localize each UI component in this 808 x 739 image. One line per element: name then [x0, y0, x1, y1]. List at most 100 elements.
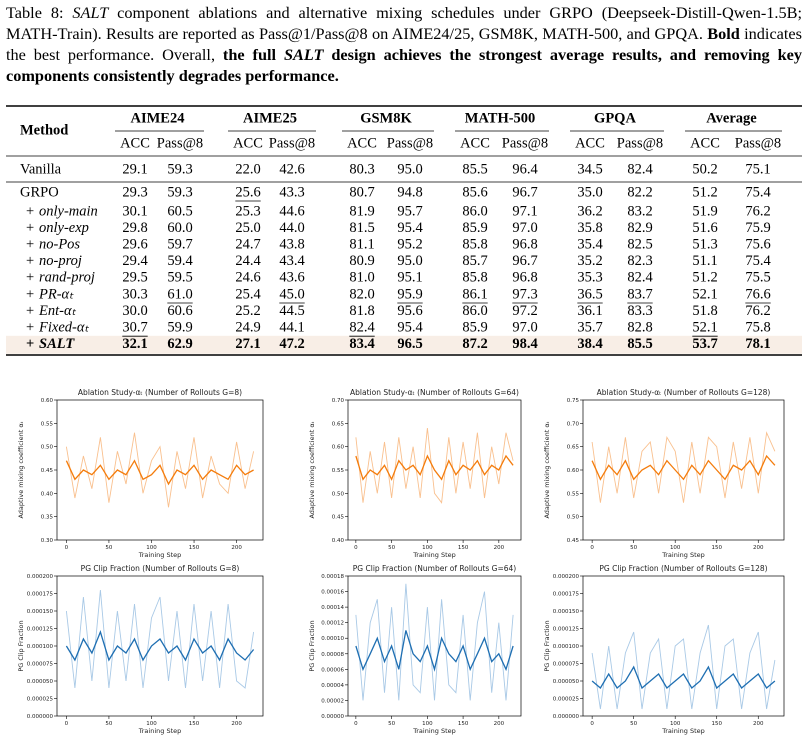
cell: 62.9: [167, 336, 192, 352]
cell: 81.8: [349, 303, 374, 319]
cell: 24.7: [235, 237, 260, 253]
chart-title: PG Clip Fraction (Number of Rollouts G=1…: [599, 564, 767, 573]
y-tick-label: 0.55: [41, 421, 54, 427]
y-axis-label: Adaptive mixing coefficient αₜ: [543, 421, 551, 518]
method-prefix: +: [26, 253, 34, 269]
cell: 85.9: [462, 320, 487, 336]
cell: 43.8: [279, 237, 304, 253]
x-tick-label: 200: [753, 545, 764, 551]
cell: 82.2: [627, 184, 652, 200]
cell: 82.9: [627, 220, 652, 236]
chart-title: PG Clip Fraction (Number of Rollouts G=8…: [81, 564, 240, 573]
method-prefix: +: [26, 286, 34, 302]
cell: 44.1: [279, 320, 304, 336]
y-tick-label: 0.00004: [321, 683, 344, 689]
y-tick-label: 0.000150: [553, 609, 580, 615]
cell: 97.0: [512, 320, 537, 336]
cell: 29.5: [122, 270, 147, 286]
cell: 82.3: [627, 253, 652, 269]
cell: 25.3: [235, 203, 260, 219]
cell: 81.9: [349, 203, 374, 219]
series-line: [65, 589, 255, 689]
cell: 83.3: [627, 303, 652, 319]
sub-header: ACC: [690, 135, 720, 151]
cell: 50.2: [692, 161, 717, 177]
y-tick-label: 0.000075: [27, 662, 54, 668]
cell: 95.6: [397, 303, 422, 319]
cell: 51.9: [692, 203, 717, 219]
group-header: MATH-500: [465, 110, 536, 126]
cell: 51.8: [692, 303, 717, 319]
cell: 96.8: [512, 270, 537, 286]
cell: 51.3: [692, 237, 717, 253]
method-prefix: +: [26, 270, 34, 286]
group-header: AIME24: [131, 110, 185, 126]
x-tick-label: 50: [630, 721, 637, 727]
cell: 60.0: [167, 220, 192, 236]
sub-header: ACC: [233, 135, 263, 151]
cell: 30.0: [122, 303, 147, 319]
cell: 36.1: [577, 303, 602, 319]
cell: 95.7: [397, 203, 422, 219]
method-prefix: +: [26, 303, 34, 319]
cell: 51.1: [692, 253, 717, 269]
y-tick-label: 0.000200: [553, 574, 580, 580]
cell: 75.6: [745, 237, 770, 253]
cell: 59.5: [167, 270, 192, 286]
caption-text: Bold: [707, 24, 740, 43]
cell: 95.0: [397, 253, 422, 269]
method-name: SALT: [39, 336, 75, 352]
cell: 60.5: [167, 203, 192, 219]
y-tick-label: 0.75: [567, 398, 580, 404]
cell: 29.6: [122, 237, 147, 253]
cell: 42.6: [279, 161, 304, 177]
caption-text: the full: [222, 45, 284, 64]
y-tick-label: 0.55: [332, 468, 345, 474]
cell: 82.4: [627, 270, 653, 286]
x-axis-label: Training Step: [661, 727, 705, 735]
series-line: [65, 432, 255, 508]
cell: 96.7: [512, 184, 537, 200]
x-tick-label: 0: [354, 545, 358, 551]
cell: 85.5: [627, 336, 652, 352]
sub-header: Pass@8: [502, 135, 548, 151]
y-tick-label: 0.00018: [321, 574, 344, 580]
cell: 47.2: [279, 336, 304, 352]
chart-title: Ablation Study-αₜ (Number of Rollouts G=…: [78, 388, 242, 397]
y-tick-label: 0.50: [41, 445, 54, 451]
x-tick-label: 50: [388, 545, 395, 551]
cell: 51.6: [692, 220, 717, 236]
caption-text: SALT: [72, 3, 109, 22]
cell: 96.4: [512, 161, 538, 177]
y-tick-label: 0.60: [567, 468, 580, 474]
sub-header: Pass@8: [735, 135, 781, 151]
x-tick-label: 150: [711, 545, 722, 551]
cell: 59.3: [167, 161, 192, 177]
series-line: [591, 624, 776, 710]
cell: 95.4: [397, 320, 423, 336]
cell: 75.5: [745, 270, 770, 286]
cell: 83.7: [627, 286, 652, 302]
x-tick-label: 100: [670, 721, 681, 727]
cell: 38.4: [577, 336, 602, 352]
group-header: GSM8K: [360, 110, 412, 126]
cell: 36.2: [577, 203, 602, 219]
cell: 75.8: [745, 320, 770, 336]
cell: 85.5: [462, 161, 487, 177]
series-line: [591, 665, 776, 690]
cell: 86.0: [462, 203, 487, 219]
x-tick-label: 0: [590, 721, 594, 727]
cell: 82.4: [349, 320, 375, 336]
y-tick-label: 0.70: [332, 398, 345, 404]
cell: 35.0: [577, 184, 602, 200]
cell: 30.1: [122, 203, 147, 219]
cell: 59.4: [167, 253, 193, 269]
y-tick-label: 0.000025: [553, 697, 580, 703]
sub-header: Pass@8: [387, 135, 433, 151]
x-tick-label: 0: [65, 545, 69, 551]
y-tick-label: 0.00002: [321, 698, 344, 704]
x-tick-label: 200: [494, 545, 505, 551]
sub-header: Pass@8: [617, 135, 663, 151]
cell: 97.1: [512, 203, 537, 219]
cell: 22.0: [235, 161, 260, 177]
